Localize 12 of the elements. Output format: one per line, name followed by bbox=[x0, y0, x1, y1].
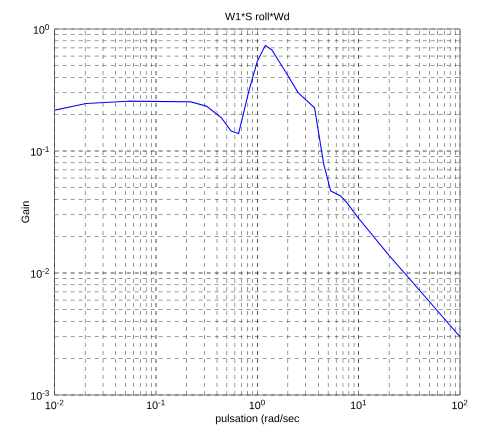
y-tick-label: 10$^{-3}$ bbox=[31, 390, 49, 400]
x-tick-label: 10$^{0}$ bbox=[250, 400, 265, 410]
y-tick-label: 10$^{-2}$ bbox=[31, 268, 49, 278]
x-tick-label: 10$^{-1}$ bbox=[146, 400, 165, 410]
y-tick-label: 10$^{-1}$ bbox=[31, 146, 49, 156]
x-tick-label: 10$^{2}$ bbox=[452, 400, 468, 410]
chart-title: W1*S roll*Wd bbox=[225, 12, 289, 20]
y-axis-title: Gain bbox=[21, 201, 30, 223]
x-tick-label: 10$^{1}$ bbox=[350, 400, 366, 410]
x-tick-label: 10$^{-2}$ bbox=[46, 400, 64, 410]
x-axis-title: pulsation (rad/sec bbox=[216, 414, 300, 424]
y-tick-label: 10$^{0}$ bbox=[34, 24, 49, 34]
